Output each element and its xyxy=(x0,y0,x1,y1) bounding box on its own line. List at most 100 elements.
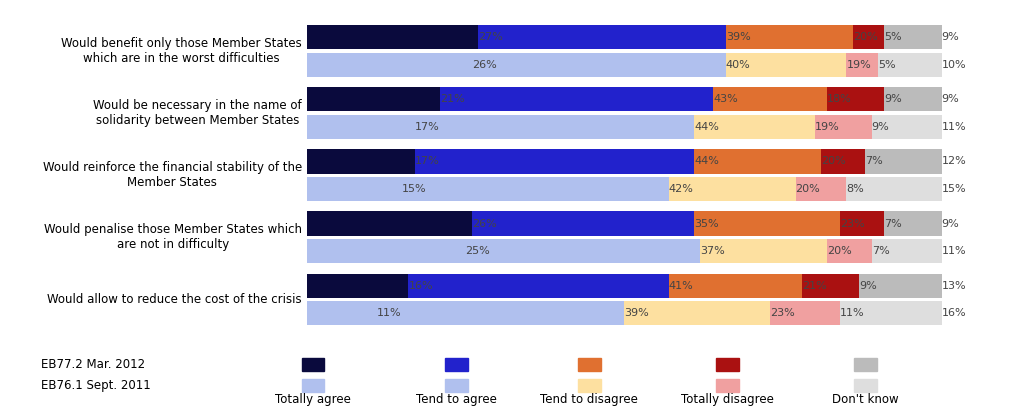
Bar xyxy=(828,239,872,263)
Text: 5%: 5% xyxy=(885,33,902,42)
Bar xyxy=(725,53,846,77)
Bar xyxy=(307,274,408,298)
Bar xyxy=(472,53,725,77)
Text: 20%: 20% xyxy=(820,157,846,166)
Bar xyxy=(307,150,414,173)
Text: 20%: 20% xyxy=(796,184,820,194)
Bar xyxy=(669,274,802,298)
Bar xyxy=(814,115,872,139)
Text: 44%: 44% xyxy=(694,122,719,132)
Text: Totally disagree: Totally disagree xyxy=(681,393,773,406)
Text: 16%: 16% xyxy=(941,308,966,318)
Text: 42%: 42% xyxy=(669,184,694,194)
Bar xyxy=(414,115,694,139)
Text: 16%: 16% xyxy=(408,281,433,290)
Text: 23%: 23% xyxy=(770,308,795,318)
Bar xyxy=(307,239,465,263)
Bar xyxy=(840,301,941,325)
Bar xyxy=(865,150,941,173)
Bar xyxy=(859,274,941,298)
Bar xyxy=(307,53,472,77)
Bar xyxy=(307,25,478,49)
Text: Totally agree: Totally agree xyxy=(275,393,351,406)
Bar xyxy=(307,87,440,112)
Bar xyxy=(307,301,376,325)
Bar xyxy=(307,211,472,236)
Text: Would penalise those Member States which
are not in difficulty: Would penalise those Member States which… xyxy=(44,223,302,251)
Text: 11%: 11% xyxy=(941,122,966,132)
Bar xyxy=(725,25,853,49)
Text: 40%: 40% xyxy=(725,60,751,70)
Text: 27%: 27% xyxy=(478,33,503,42)
Text: 9%: 9% xyxy=(941,94,960,104)
Bar xyxy=(694,150,820,173)
Text: Would allow to reduce the cost of the crisis: Would allow to reduce the cost of the cr… xyxy=(47,293,302,306)
Text: 9%: 9% xyxy=(941,218,960,229)
Text: 41%: 41% xyxy=(669,281,694,290)
Text: 21%: 21% xyxy=(802,281,827,290)
Bar xyxy=(307,177,402,201)
Text: 17%: 17% xyxy=(414,157,440,166)
Bar xyxy=(402,177,669,201)
Text: Would be necessary in the name of
solidarity between Member States: Would be necessary in the name of solida… xyxy=(93,99,302,127)
Text: 35%: 35% xyxy=(694,218,718,229)
Bar xyxy=(307,115,414,139)
Bar xyxy=(478,25,725,49)
Bar xyxy=(465,239,701,263)
Text: 10%: 10% xyxy=(941,60,966,70)
Text: EB77.2 Mar. 2012: EB77.2 Mar. 2012 xyxy=(41,358,145,371)
Text: 9%: 9% xyxy=(885,94,902,104)
Text: 13%: 13% xyxy=(941,281,966,290)
Bar xyxy=(828,87,885,112)
Bar xyxy=(713,87,828,112)
Text: 5%: 5% xyxy=(878,60,896,70)
Text: 7%: 7% xyxy=(865,157,883,166)
Bar xyxy=(885,211,941,236)
Bar xyxy=(885,87,941,112)
Text: 20%: 20% xyxy=(828,246,852,256)
Text: 11%: 11% xyxy=(941,246,966,256)
Text: 15%: 15% xyxy=(941,184,966,194)
Bar xyxy=(796,177,846,201)
Bar xyxy=(669,177,796,201)
Text: 9%: 9% xyxy=(872,122,889,132)
Bar xyxy=(853,25,885,49)
Text: 11%: 11% xyxy=(840,308,864,318)
Bar xyxy=(820,150,865,173)
Bar xyxy=(846,53,878,77)
Text: 7%: 7% xyxy=(872,246,889,256)
Bar xyxy=(840,211,885,236)
Bar xyxy=(701,239,828,263)
Text: 39%: 39% xyxy=(725,33,751,42)
Text: 19%: 19% xyxy=(814,122,839,132)
Text: Tend to agree: Tend to agree xyxy=(415,393,497,406)
Text: 11%: 11% xyxy=(376,308,401,318)
Text: 44%: 44% xyxy=(694,157,719,166)
Bar xyxy=(878,53,941,77)
Bar xyxy=(885,25,941,49)
Text: 9%: 9% xyxy=(859,281,877,290)
Text: Would benefit only those Member States
which are in the worst difficulties: Would benefit only those Member States w… xyxy=(61,37,302,65)
Bar xyxy=(472,211,694,236)
Text: 9%: 9% xyxy=(941,33,960,42)
Bar xyxy=(414,150,694,173)
Text: 8%: 8% xyxy=(846,184,864,194)
Text: 18%: 18% xyxy=(828,94,852,104)
Bar xyxy=(694,115,814,139)
Text: 43%: 43% xyxy=(713,94,738,104)
Text: 17%: 17% xyxy=(414,122,440,132)
Text: 25%: 25% xyxy=(465,246,490,256)
Text: Would reinforce the financial stability of the
Member States: Would reinforce the financial stability … xyxy=(43,161,302,189)
Bar xyxy=(872,115,941,139)
Text: Tend to disagree: Tend to disagree xyxy=(540,393,638,406)
Bar xyxy=(408,274,669,298)
Text: 26%: 26% xyxy=(472,218,496,229)
Text: 7%: 7% xyxy=(885,218,902,229)
Bar xyxy=(802,274,859,298)
Text: 19%: 19% xyxy=(846,60,872,70)
Text: EB76.1 Sept. 2011: EB76.1 Sept. 2011 xyxy=(41,379,150,392)
Text: 39%: 39% xyxy=(624,308,649,318)
Bar xyxy=(770,301,840,325)
Text: Don't know: Don't know xyxy=(832,393,899,406)
Bar xyxy=(846,177,941,201)
